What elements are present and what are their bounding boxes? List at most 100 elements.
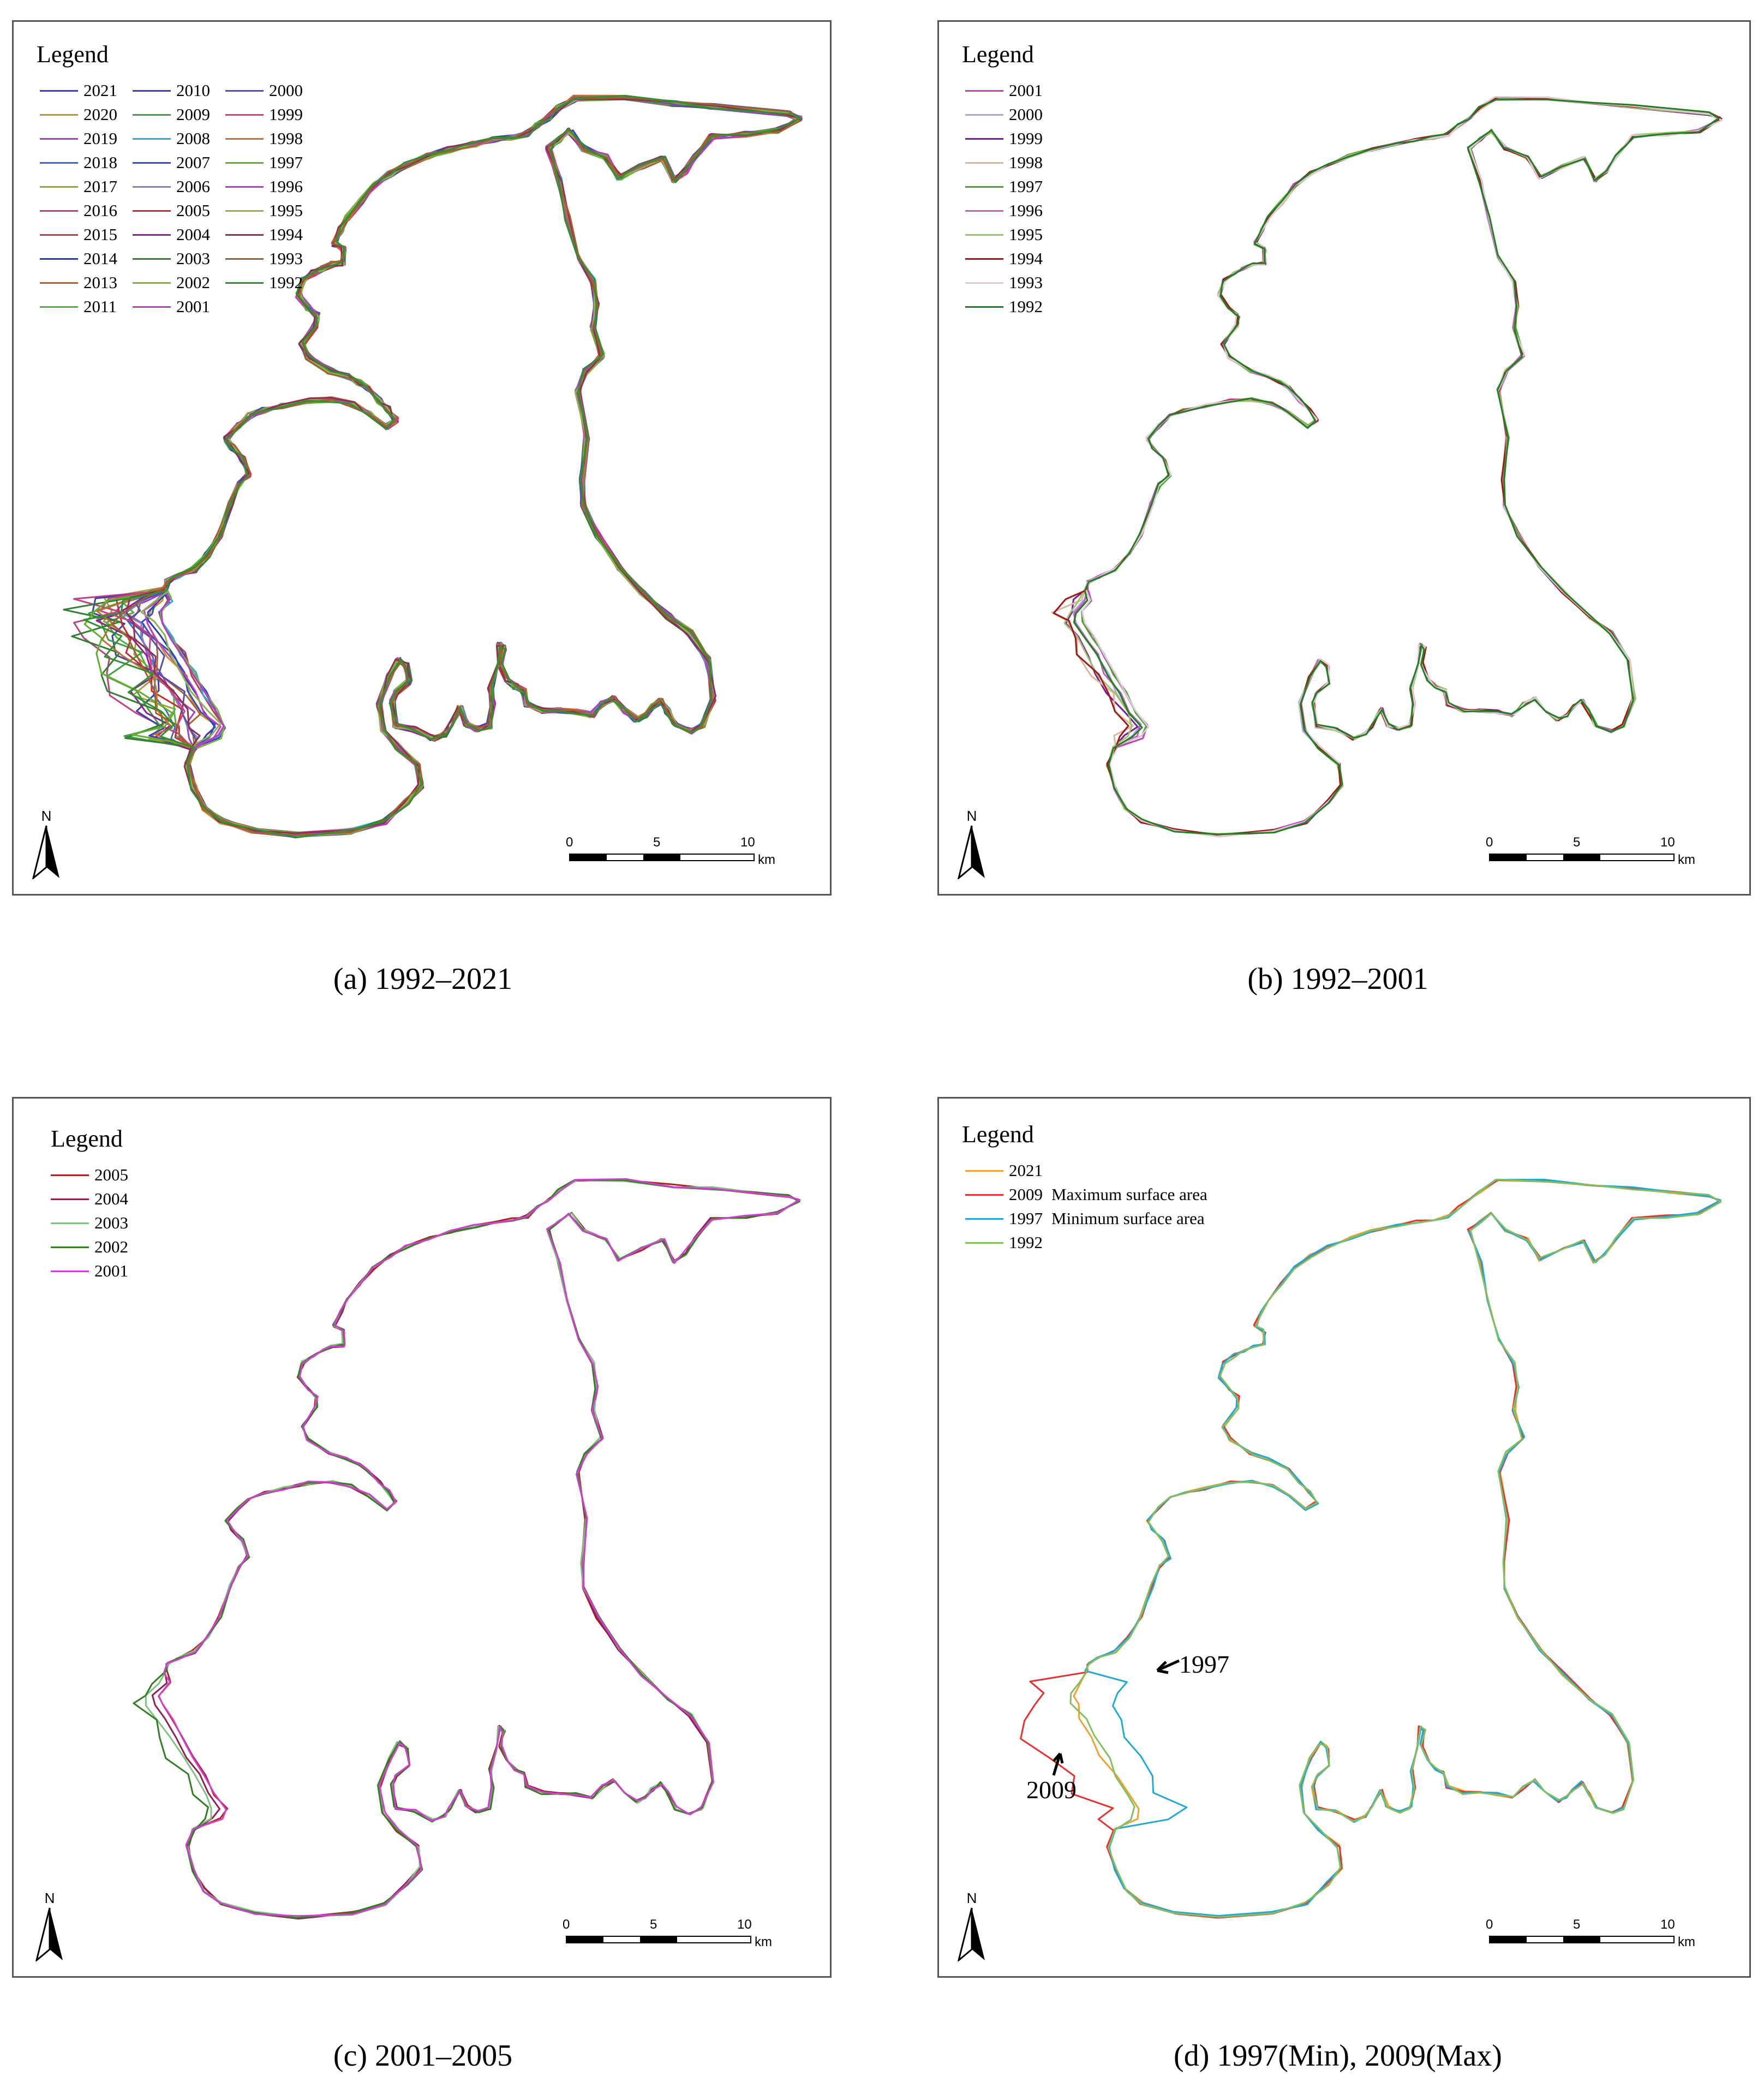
- map-panel-d: Legend 2021 2009 Maximum surface area 1997 M…: [937, 1097, 1751, 1978]
- legend-item-2014: 2014: [40, 247, 117, 271]
- legend-label: 2021: [83, 81, 117, 100]
- legend-label: 2005: [176, 201, 210, 220]
- legend-note: Maximum surface area: [1051, 1185, 1207, 1204]
- lake-shoreline-map: [1051, 96, 1723, 838]
- scale-tick-label: 0: [566, 835, 573, 850]
- legend-swatch: [965, 234, 1003, 236]
- legend-swatch: [965, 1218, 1003, 1220]
- legend-item-2010: 2010: [133, 79, 210, 103]
- legend-item-1993: 1993: [225, 247, 303, 271]
- caption-c: (c) 2001–2005: [333, 2039, 513, 2073]
- legend-label: 2004: [94, 1189, 128, 1208]
- scale-tick-label: 5: [650, 1917, 657, 1932]
- legend-label: 1998: [1009, 153, 1043, 172]
- north-label: N: [966, 808, 977, 824]
- legend-item-1997: 1997: [225, 151, 303, 175]
- legend-item-2009: 2009 Maximum surface area: [965, 1183, 1207, 1207]
- legend-item-2020: 2020: [40, 103, 117, 127]
- legend-label: 2001: [176, 297, 210, 316]
- legend-label: 1995: [1009, 225, 1043, 244]
- legend-swatch: [40, 186, 78, 188]
- scale-tick-label: 5: [653, 835, 661, 850]
- legend-item-2004: 2004: [51, 1187, 128, 1211]
- legend-swatch: [965, 210, 1003, 212]
- legend-item-2006: 2006: [133, 175, 210, 199]
- legend-swatch: [965, 306, 1003, 308]
- shoreline-2001: [158, 1178, 801, 1917]
- lake-shoreline-map: [133, 1178, 801, 1920]
- legend-swatch: [965, 138, 1003, 140]
- legend-item-2000: 2000: [225, 79, 303, 103]
- legend-swatch: [51, 1270, 89, 1272]
- north-arrow-icon: N: [955, 808, 988, 882]
- scale-tick-label: 10: [1660, 835, 1675, 850]
- legend-swatch: [40, 306, 78, 308]
- legend-swatch: [40, 138, 78, 140]
- caption-a: (a) 1992–2021: [333, 962, 513, 996]
- legend-swatch: [965, 186, 1003, 188]
- legend-title: Legend: [962, 41, 1034, 68]
- legend-label: 2000: [269, 81, 303, 100]
- shoreline-1993: [1081, 96, 1723, 838]
- legend-item-2013: 2013: [40, 271, 117, 295]
- legend-label: 1996: [269, 177, 303, 196]
- legend-item-1997: 1997: [965, 175, 1043, 199]
- arrow-2009-icon: [1052, 1752, 1064, 1776]
- legend-label: 1994: [1009, 249, 1043, 268]
- shoreline-1992: [1069, 1178, 1722, 1918]
- legend-label: 2018: [83, 153, 117, 172]
- legend-item-1993: 1993: [965, 271, 1043, 295]
- legend-label: 2002: [94, 1237, 128, 1256]
- legend-swatch: [40, 162, 78, 164]
- scale-bar-graphic: [1489, 854, 1675, 861]
- legend-swatch: [225, 90, 264, 92]
- legend-item-2000: 2000: [965, 103, 1043, 127]
- legend-swatch: [51, 1198, 89, 1200]
- legend-swatch: [225, 234, 264, 236]
- legend-label: 1995: [269, 201, 303, 220]
- legend-item-2003: 2003: [133, 247, 210, 271]
- legend-title: Legend: [37, 41, 109, 68]
- legend-label: 1994: [269, 225, 303, 244]
- legend-swatch: [225, 114, 264, 116]
- legend-label: 2019: [83, 129, 117, 148]
- scale-bar: 0 5 10 km: [1486, 1917, 1707, 1950]
- legend-label: 2001: [94, 1261, 128, 1280]
- annotation-1997: 1997: [1179, 1650, 1229, 1678]
- legend-swatch: [965, 162, 1003, 164]
- scale-tick-label: 0: [1486, 1917, 1493, 1932]
- legend-label: 2016: [83, 201, 117, 220]
- legend-item-2002: 2002: [51, 1235, 128, 1259]
- legend-item-2021: 2021: [40, 79, 117, 103]
- caption-b: (b) 1992–2001: [1247, 962, 1428, 996]
- legend-label: 2006: [176, 177, 210, 196]
- scale-bar-graphic: [566, 1936, 751, 1943]
- legend-swatch: [133, 162, 171, 164]
- map-panel-c: Legend 2005 2004 2003 2002 2001 N 0 5 10 km: [12, 1097, 832, 1978]
- legend-item-2005: 2005: [51, 1163, 128, 1187]
- legend-title: Legend: [51, 1125, 123, 1152]
- legend-swatch: [40, 114, 78, 116]
- legend-swatch: [965, 114, 1003, 116]
- legend-swatch: [965, 1170, 1003, 1172]
- legend-swatch: [40, 282, 78, 284]
- legend-title: Legend: [962, 1121, 1034, 1148]
- lake-shoreline-map: [63, 94, 803, 839]
- annotation-2009: 2009: [1026, 1776, 1077, 1804]
- legend-swatch: [965, 258, 1003, 260]
- legend-item-2018: 2018: [40, 151, 117, 175]
- legend-swatch: [133, 234, 171, 236]
- legend-label: 1996: [1009, 201, 1043, 220]
- legend-label: 1992: [1009, 1233, 1043, 1252]
- legend-item-2011: 2011: [40, 295, 117, 319]
- legend-item-2017: 2017: [40, 175, 117, 199]
- legend-item-1994: 1994: [965, 247, 1043, 271]
- legend-label: 1997: [1009, 177, 1043, 196]
- legend-label: 1999: [269, 105, 303, 124]
- scale-bar: 0 5 10 km: [1486, 835, 1707, 868]
- legend-label: 1993: [269, 249, 303, 268]
- legend-swatch: [51, 1174, 89, 1176]
- legend-swatch: [133, 114, 171, 116]
- legend-swatch: [225, 282, 264, 284]
- map-panel-b: Legend 2001 2000 1999 1998 1997 1996 1995 1994 1…: [937, 20, 1751, 896]
